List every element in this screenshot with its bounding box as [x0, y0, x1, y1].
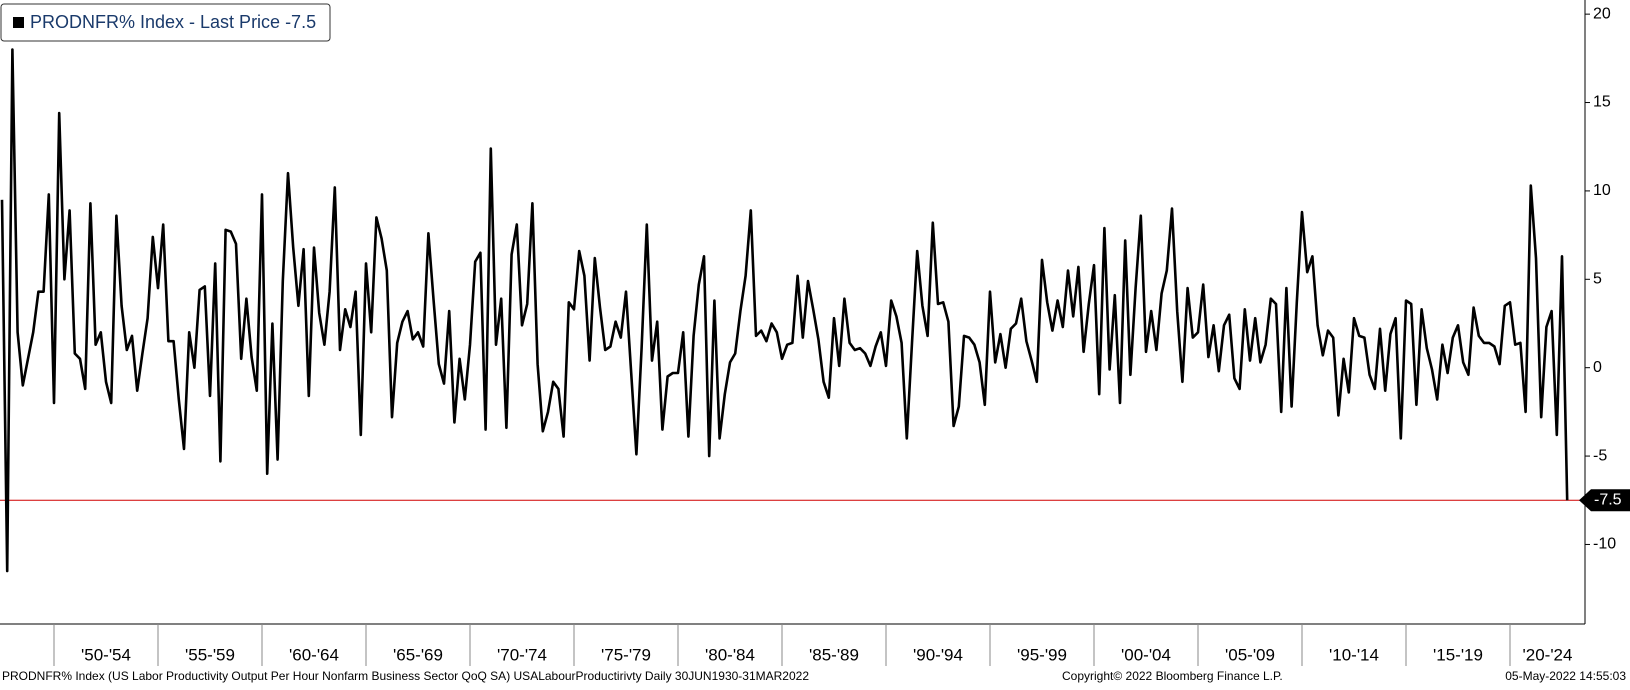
- y-tick-label: 0: [1593, 359, 1602, 376]
- legend: PRODNFR% Index - Last Price -7.5: [0, 3, 331, 42]
- last-price-tag: [1579, 489, 1630, 512]
- x-tick-label: '15-'19: [1433, 645, 1483, 664]
- legend-swatch: [13, 17, 24, 28]
- x-tick-label: '90-'94: [913, 645, 963, 664]
- footer-right: 05-May-2022 14:55:03: [1505, 669, 1626, 683]
- footer-left: PRODNFR% Index (US Labor Productivity Ou…: [2, 669, 809, 683]
- x-tick-label: '80-'84: [705, 645, 755, 664]
- legend-box: [0, 3, 331, 42]
- x-tick-label: '85-'89: [809, 645, 859, 664]
- legend-label: PRODNFR% Index - Last Price -7.5: [30, 12, 316, 32]
- x-tick-label: '05-'09: [1225, 645, 1275, 664]
- x-tick-label: '75-'79: [601, 645, 651, 664]
- y-tick-label: -5: [1593, 447, 1607, 464]
- footer-center: Copyright© 2022 Bloomberg Finance L.P.: [1062, 669, 1283, 683]
- x-tick-label: '65-'69: [393, 645, 443, 664]
- y-tick-label: 10: [1593, 182, 1611, 199]
- last-price-label: -7.5: [1594, 491, 1622, 508]
- x-tick-label: '55-'59: [185, 645, 235, 664]
- y-tick-label: -10: [1593, 536, 1616, 553]
- x-tick-label: '95-'99: [1017, 645, 1067, 664]
- x-tick-label: '60-'64: [289, 645, 339, 664]
- y-tick-label: 15: [1593, 94, 1611, 111]
- y-tick-label: 20: [1593, 5, 1611, 22]
- x-tick-label: '50-'54: [81, 645, 131, 664]
- series-line: [0, 48, 1569, 573]
- x-tick-label: '00-'04: [1121, 645, 1171, 664]
- y-tick-label: 5: [1593, 271, 1602, 288]
- x-tick-label: '20-'24: [1523, 645, 1573, 664]
- x-tick-label: '10-'14: [1329, 645, 1379, 664]
- x-tick-label: '70-'74: [497, 645, 547, 664]
